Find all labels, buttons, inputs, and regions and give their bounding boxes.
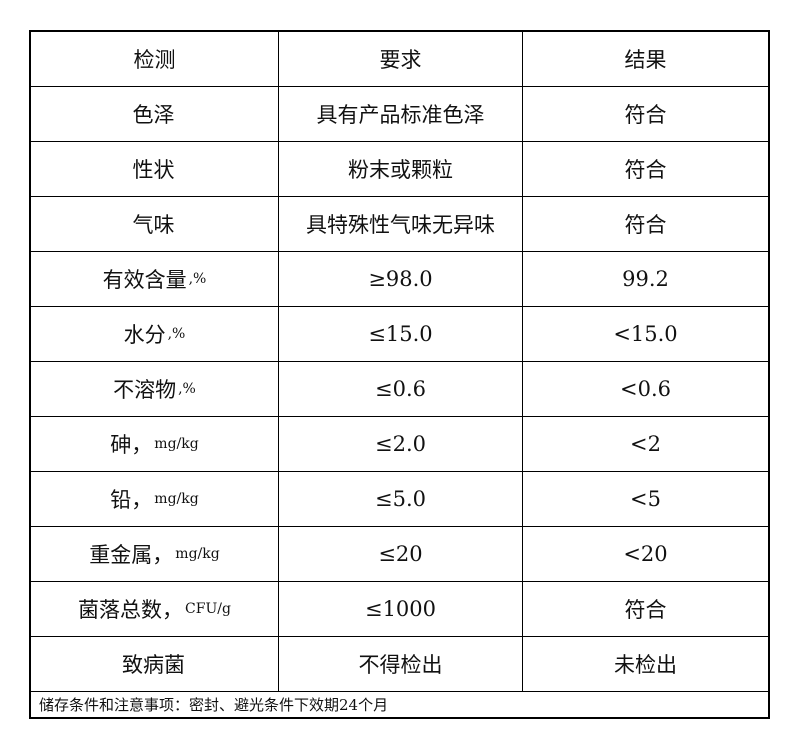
item-cell: 有效含量,% (31, 252, 279, 306)
item-unit: mg/kg (175, 546, 220, 562)
table-row: 铅， mg/kg ≤5.0 <5 (31, 472, 768, 527)
table-header-row: 检测 要求 结果 (31, 32, 768, 87)
item-cell: 色泽 (31, 87, 279, 141)
requirement-cell: ≤15.0 (279, 307, 523, 361)
spec-table: 检测 要求 结果 色泽 具有产品标准色泽 符合 性状 粉末或颗粒 符合 气味 具特殊性气味无异… (29, 30, 770, 719)
table-row: 气味 具特殊性气味无异味 符合 (31, 197, 768, 252)
item-cell: 性状 (31, 142, 279, 196)
table-row: 不溶物,% ≤0.6 <0.6 (31, 362, 768, 417)
item-label: 重金属， (89, 543, 174, 567)
result-cell: 99.2 (622, 267, 669, 291)
table-row: 致病菌 不得检出 未检出 (31, 637, 768, 692)
result-cell: <2 (630, 432, 661, 456)
item-cell: 水分,% (31, 307, 279, 361)
requirement-cell: 具特殊性气味无异味 (279, 197, 523, 251)
item-unit: mg/kg (154, 436, 199, 452)
table-row: 砷， mg/kg ≤2.0 <2 (31, 417, 768, 472)
requirement-cell: ≤5.0 (279, 472, 523, 526)
item-label: 有效含量 (102, 268, 187, 292)
item-cell: 铅， mg/kg (31, 472, 279, 526)
item-cell: 重金属， mg/kg (31, 527, 279, 581)
requirement-cell: 粉末或颗粒 (279, 142, 523, 196)
requirement-cell: ≤20 (279, 527, 523, 581)
result-cell: <20 (623, 542, 668, 566)
item-unit: ,% (188, 271, 207, 287)
item-label: 菌落总数， (78, 598, 184, 622)
item-label: 砷， (110, 433, 153, 457)
result-cell: <5 (630, 487, 661, 511)
header-cell-test: 检测 (31, 32, 279, 86)
header-cell-requirement: 要求 (279, 32, 523, 86)
item-label: 水分 (123, 323, 166, 347)
item-unit: mg/kg (154, 491, 199, 507)
item-cell: 气味 (31, 197, 279, 251)
result-cell: <0.6 (620, 377, 671, 401)
item-label: 气味 (132, 213, 175, 237)
requirement-cell: ≥98.0 (279, 252, 523, 306)
result-cell: 符合 (624, 158, 667, 182)
item-label: 铅， (110, 488, 153, 512)
item-unit: ,% (167, 326, 186, 342)
item-label: 性状 (132, 158, 175, 182)
result-cell: 符合 (624, 598, 667, 622)
requirement-cell: ≤0.6 (279, 362, 523, 416)
item-cell: 不溶物,% (31, 362, 279, 416)
item-unit: CFU/g (185, 601, 231, 617)
table-row: 有效含量,% ≥98.0 99.2 (31, 252, 768, 307)
result-cell: 未检出 (614, 653, 677, 677)
item-label: 致病菌 (122, 653, 185, 677)
item-unit: ,% (178, 381, 196, 397)
requirement-cell: 不得检出 (279, 637, 523, 691)
table-row: 色泽 具有产品标准色泽 符合 (31, 87, 768, 142)
item-cell: 砷， mg/kg (31, 417, 279, 471)
storage-note: 储存条件和注意事项：密封、避光条件下效期24个月 (39, 696, 389, 714)
table-row: 菌落总数， CFU/g ≤1000 符合 (31, 582, 768, 637)
result-cell: <15.0 (613, 322, 678, 346)
item-label: 不溶物 (113, 378, 177, 402)
item-cell: 菌落总数， CFU/g (31, 582, 279, 636)
result-cell: 符合 (624, 213, 667, 237)
requirement-cell: ≤1000 (279, 582, 523, 636)
item-cell: 致病菌 (31, 637, 279, 691)
header-cell-result: 结果 (624, 48, 667, 72)
item-label: 色泽 (132, 103, 175, 127)
requirement-cell: 具有产品标准色泽 (279, 87, 523, 141)
table-row: 性状 粉末或颗粒 符合 (31, 142, 768, 197)
result-cell: 符合 (624, 103, 667, 127)
table-row: 重金属， mg/kg ≤20 <20 (31, 527, 768, 582)
table-row: 水分,% ≤15.0 <15.0 (31, 307, 768, 362)
requirement-cell: ≤2.0 (279, 417, 523, 471)
